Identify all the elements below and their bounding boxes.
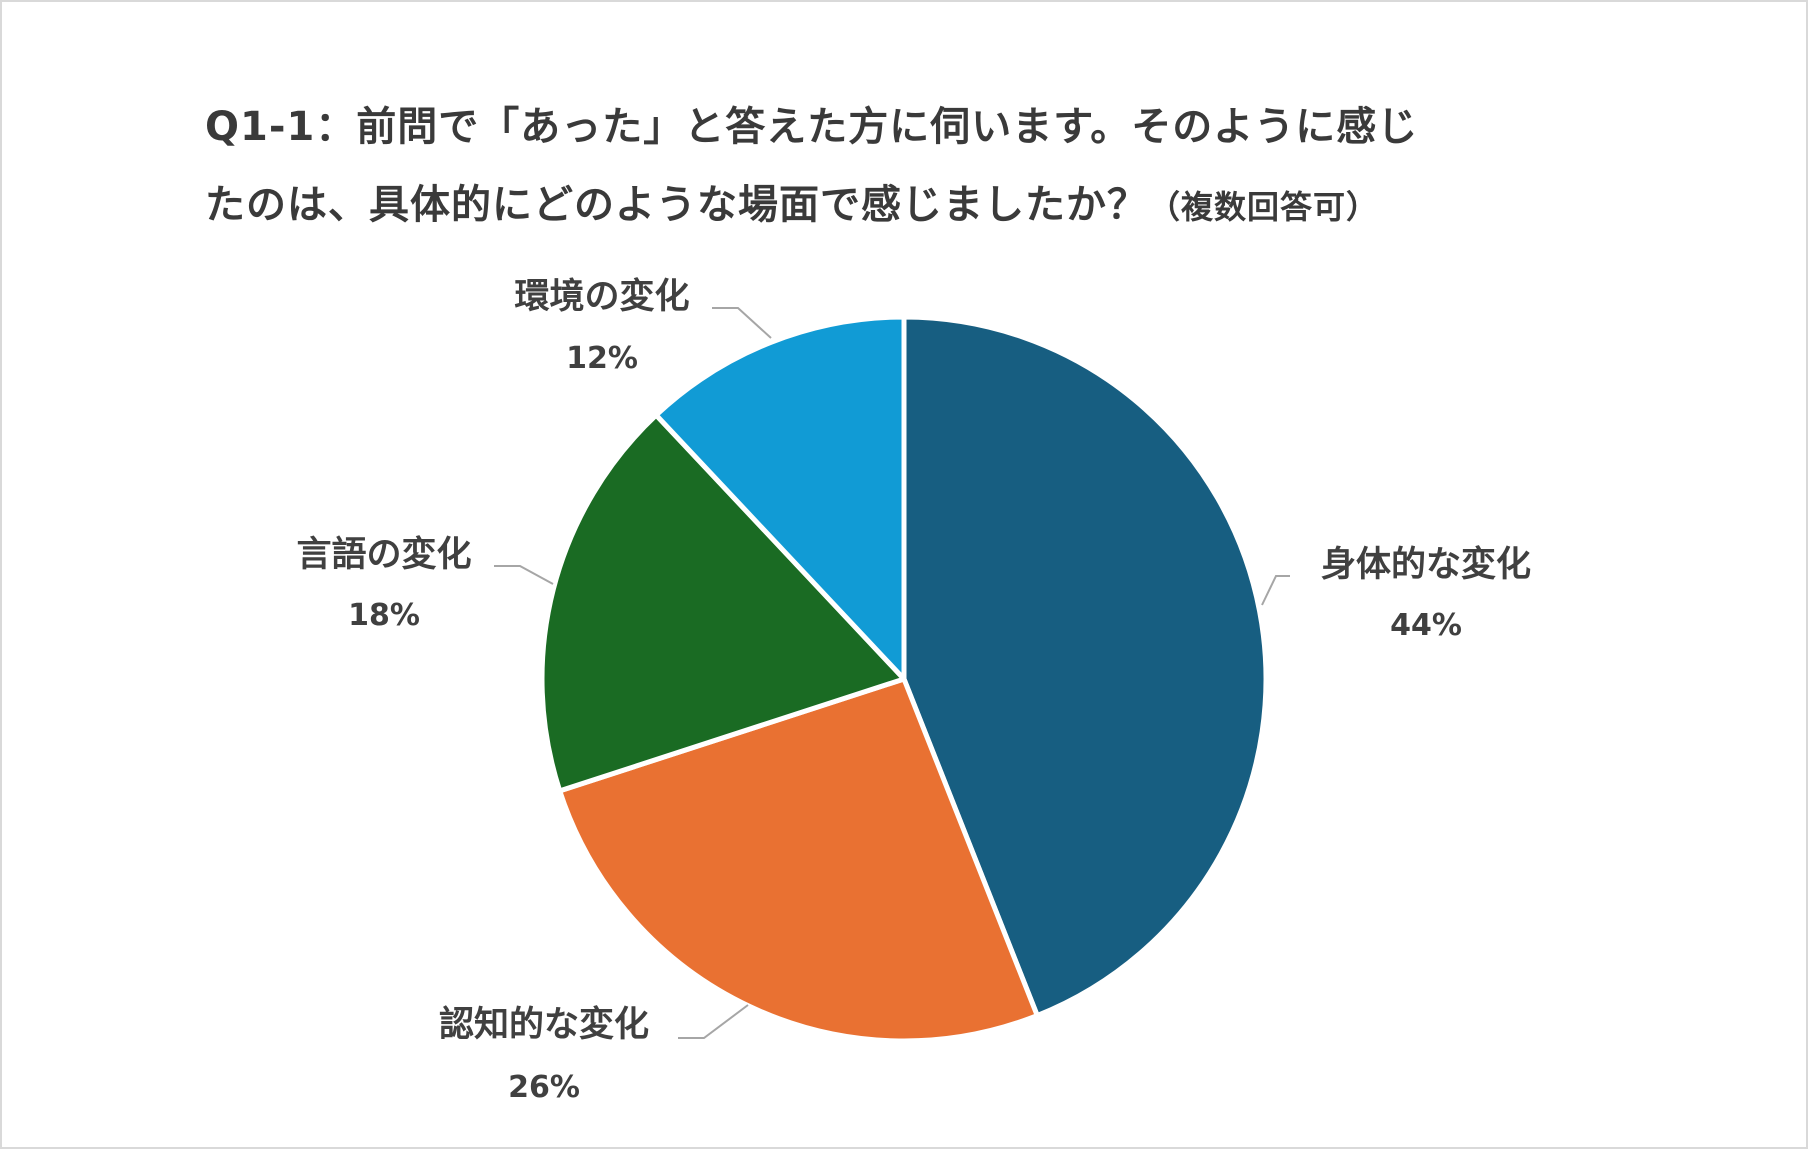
data-label-value-2: 18% [348, 598, 420, 633]
chart-title-note: （複数回答可） [1148, 188, 1380, 226]
chart-title: Q1-1：前問で「あった」と答えた方に伺います。そのように感じ たのは、具体的に… [205, 88, 1625, 246]
data-label-name-1: 認知的な変化 [439, 1004, 649, 1045]
leader-line-2 [494, 565, 554, 585]
slice-language-change [539, 412, 907, 794]
leader-line-3 [712, 307, 772, 339]
leader-line-0 [1261, 575, 1290, 606]
slice-cognitive-change [557, 676, 1040, 1044]
data-label-value-1: 26% [508, 1070, 580, 1105]
data-label-value-3: 12% [566, 341, 638, 376]
data-label-value-0: 44% [1390, 608, 1462, 643]
slice-environment-change [653, 314, 907, 682]
data-label-name-2: 言語の変化 [296, 534, 471, 575]
chart-title-text: Q1-1：前問で「あった」と答えた方に伺います。そのように感じ たのは、具体的に… [205, 104, 1419, 228]
leader-line-1 [678, 1004, 749, 1039]
leader-lines [494, 307, 1290, 1039]
slice-body-change [901, 314, 1269, 1019]
data-label-name-0: 身体的な変化 [1321, 544, 1531, 585]
data-label-name-3: 環境の変化 [514, 276, 689, 317]
pie-slices [539, 314, 1269, 1044]
